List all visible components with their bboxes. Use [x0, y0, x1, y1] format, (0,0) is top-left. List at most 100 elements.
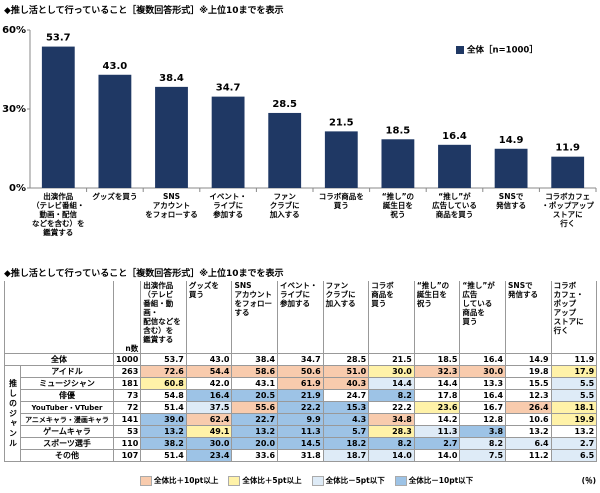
- bar: [268, 112, 302, 188]
- value-cell: 18.5: [413, 353, 461, 366]
- value-cell: 16.4: [459, 389, 507, 402]
- legend-item: 全体比＋10pt以上: [140, 475, 218, 486]
- x-tick-label: グッズを買う: [92, 192, 138, 201]
- column-header: SNSで 発信する: [505, 281, 552, 354]
- value-cell: 19.9: [550, 413, 598, 426]
- row-label: ゲームキャラ: [20, 425, 114, 438]
- row-label: 俳優: [20, 389, 114, 402]
- table-row: 俳優 73 54.8 16.4 20.5 21.9 24.7 8.2 17.8 16.4 12.3 5…: [5, 389, 598, 402]
- table-row: YouTuber・VTuber 72 51.4 37.5 55.6 22.2 15.3 22.…: [5, 401, 598, 414]
- table-row: 全体 1000 53.7 43.0 38.4 34.7 28.5 21.5 18.5 16.4 14…: [4, 353, 598, 366]
- header-row: n数 出演作品 （テレビ 番組・動画・ 配信などを 含む）を 鑑賞する グッズを 買…: [4, 281, 598, 354]
- value-cell: 20.5: [231, 389, 279, 402]
- value-cell: 54.8: [140, 389, 187, 402]
- x-tick-label: 出演作品 （テレビ番組・ 動画・配信 などを含む）を 鑑賞する: [32, 192, 85, 237]
- value-cell: 6.5: [550, 449, 598, 462]
- bar: [211, 96, 245, 188]
- legend-swatch: [394, 476, 407, 486]
- value-cell: 37.5: [185, 401, 233, 414]
- chart: 0% 30% 60% 53.7 43.0 38.4 34.7 28.5 21.5 18.5 16.4…: [2, 25, 597, 194]
- value-cell: 33.6: [231, 449, 279, 462]
- value-cell: 14.4: [368, 377, 415, 390]
- column-header: “推し”が 広告 している 商品を 買う: [459, 281, 507, 354]
- value-cell: 20.0: [231, 437, 279, 450]
- value-cell: 61.9: [277, 377, 324, 390]
- value-cell: 50.6: [277, 365, 324, 378]
- legend-label: 全体比＋10pt以上: [154, 476, 219, 485]
- value-cell: 30.0: [368, 365, 415, 378]
- value-cell: 13.2: [505, 425, 552, 438]
- x-tick-label: コラボカフェ ・ポップアップ ストアに 行く: [541, 192, 594, 228]
- n-cell: 72: [112, 401, 142, 414]
- value-cell: 40.3: [322, 377, 370, 390]
- value-cell: 11.3: [277, 425, 324, 438]
- n-cell: 73: [112, 389, 142, 402]
- x-tick-label: イベント・ ライブに 参加する: [209, 192, 247, 219]
- column-header: ファン クラブに 加入する: [322, 281, 370, 354]
- legend-swatch: [228, 476, 241, 486]
- value-cell: 8.2: [368, 437, 415, 450]
- value-cell: 72.6: [140, 365, 187, 378]
- legend-item: 全体比－10pt以下: [394, 475, 473, 486]
- column-header: 出演作品 （テレビ 番組・動画・ 配信などを 含む）を 鑑賞する: [140, 281, 187, 354]
- legend-label: 全体［n=1000］: [466, 45, 538, 56]
- value-cell: 18.1: [550, 401, 598, 414]
- column-header: “推し”の 誕生日を 祝う: [413, 281, 461, 354]
- value-cell: 17.8: [413, 389, 461, 402]
- legend-swatch: [456, 46, 464, 54]
- x-tick-label: SNS アカウント をフォローする: [145, 192, 198, 219]
- value-cell: 17.9: [550, 365, 598, 378]
- table-row: ゲームキャラ 53 13.2 49.1 13.2 11.3 5.7 28.3 11.3 3.8 13…: [5, 425, 598, 438]
- value-cell: 16.4: [459, 353, 507, 366]
- value-cell: 14.4: [413, 377, 461, 390]
- y-tick-label: 0%: [9, 183, 26, 194]
- n-header: n数: [112, 281, 142, 354]
- value-cell: 12.8: [459, 413, 507, 426]
- value-cell: 55.6: [231, 401, 279, 414]
- value-cell: 21.5: [368, 353, 415, 366]
- value-cell: 8.2: [459, 437, 507, 450]
- value-cell: 14.0: [368, 449, 415, 462]
- value-cell: 38.2: [140, 437, 187, 450]
- bar: [551, 156, 585, 188]
- value-cell: 13.2: [140, 425, 187, 438]
- value-cell: 22.2: [277, 401, 324, 414]
- corner-cell: [4, 281, 114, 354]
- value-cell: 19.8: [505, 365, 552, 378]
- row-label: その他: [20, 449, 114, 462]
- value-cell: 13.2: [231, 425, 279, 438]
- n-cell: 53: [112, 425, 142, 438]
- table: n数 出演作品 （テレビ 番組・動画・ 配信などを 含む）を 鑑賞する グッズを 買…: [4, 281, 598, 462]
- n-cell: 110: [112, 437, 142, 450]
- value-cell: 5.5: [550, 389, 598, 402]
- value-cell: 30.0: [185, 437, 233, 450]
- row-label: ミュージシャン: [20, 377, 114, 390]
- value-cell: 42.0: [185, 377, 233, 390]
- n-cell: 107: [112, 449, 142, 462]
- value-cell: 7.5: [459, 449, 507, 462]
- value-cell: 11.2: [505, 449, 552, 462]
- value-cell: 15.3: [322, 401, 370, 414]
- row-label: 全体: [4, 353, 114, 366]
- value-cell: 3.8: [459, 425, 507, 438]
- value-cell: 11.9: [550, 353, 598, 366]
- value-cell: 43.1: [231, 377, 279, 390]
- value-label: 21.5: [329, 117, 354, 128]
- value-cell: 28.3: [368, 425, 415, 438]
- n-cell: 181: [112, 377, 142, 390]
- row-label: アイドル: [20, 365, 114, 378]
- value-cell: 43.0: [185, 353, 233, 366]
- value-label: 28.5: [272, 99, 297, 110]
- value-cell: 58.6: [231, 365, 279, 378]
- row-label: アニメキャラ・漫画キャラ: [20, 413, 114, 426]
- value-cell: 14.5: [277, 437, 324, 450]
- value-cell: 11.3: [413, 425, 461, 438]
- value-cell: 39.0: [140, 413, 187, 426]
- value-cell: 22.7: [231, 413, 279, 426]
- value-label: 14.9: [499, 135, 524, 146]
- bar: [98, 74, 132, 188]
- value-label: 43.0: [103, 61, 128, 72]
- value-cell: 21.9: [277, 389, 324, 402]
- legend-label: 全体比＋5pt以上: [242, 476, 302, 485]
